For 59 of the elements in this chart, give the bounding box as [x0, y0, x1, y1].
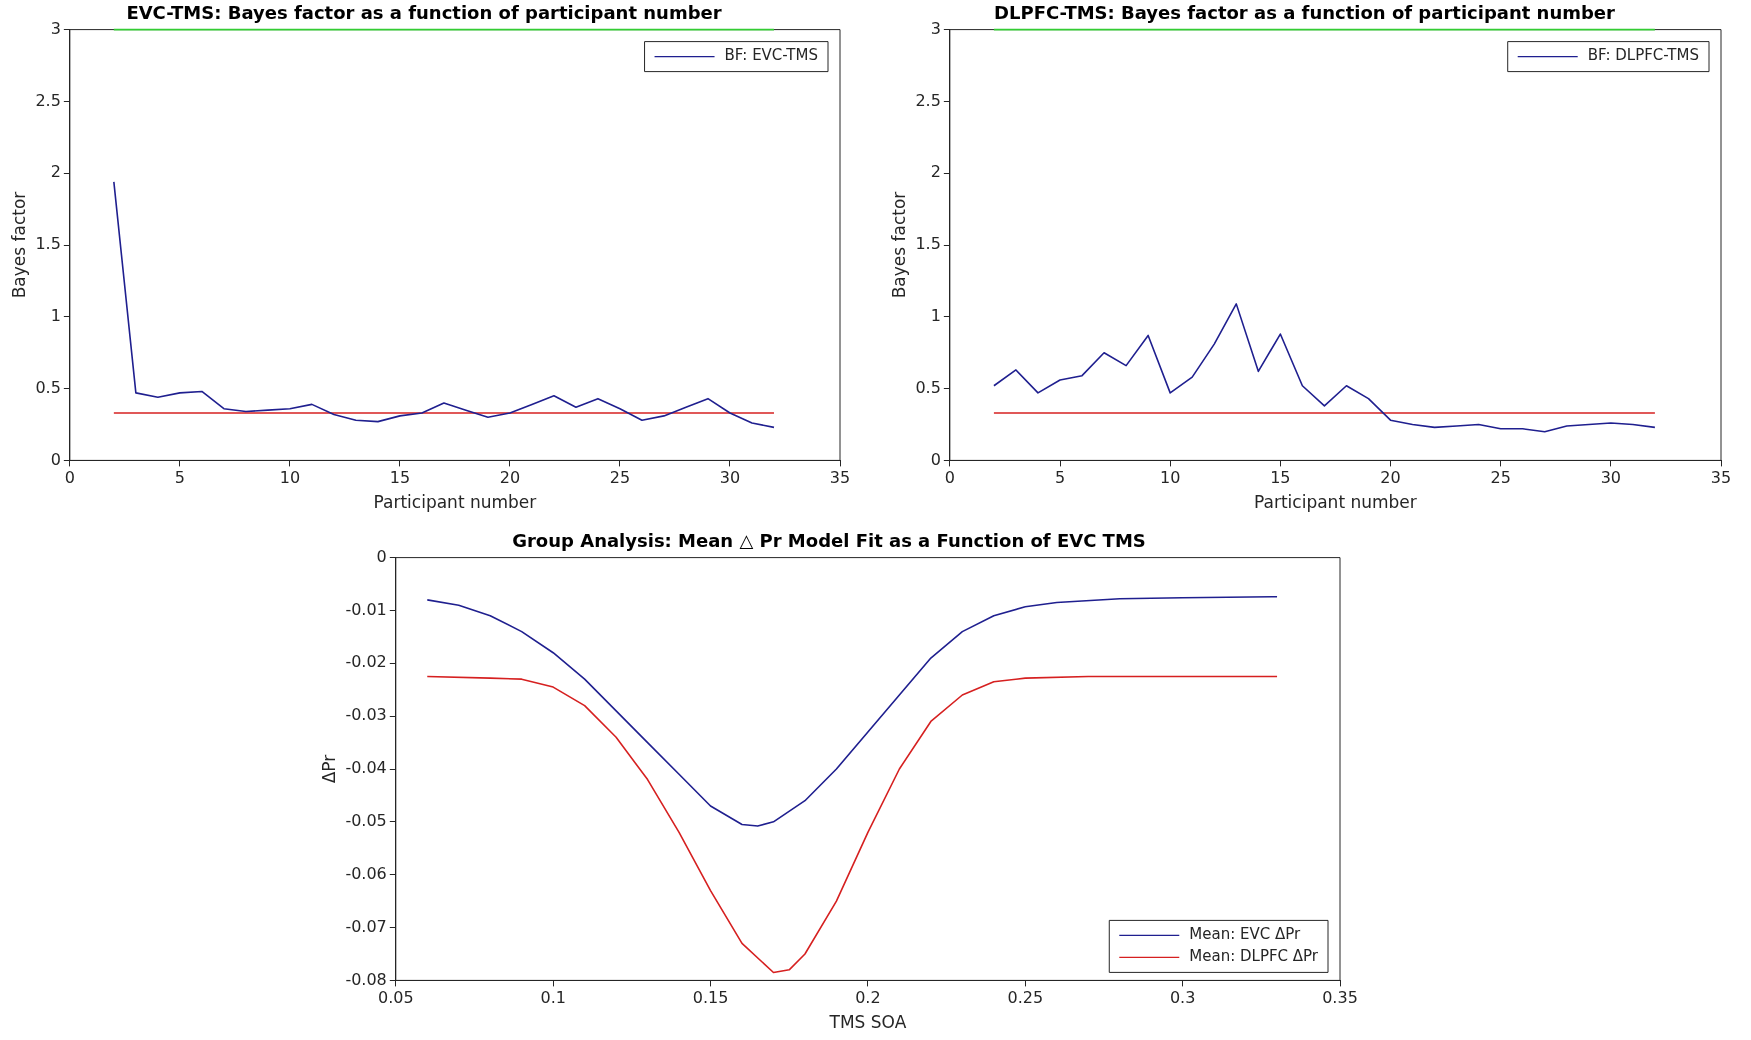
y-tick-label: -0.06 [345, 863, 387, 883]
y-tick-label: 1 [50, 305, 61, 325]
y-tick-label: 3 [930, 18, 941, 38]
x-tick-label: 20 [499, 468, 521, 488]
y-axis-title: Bayes factor [888, 191, 909, 299]
y-tick-label: 0 [376, 546, 387, 566]
x-axis-title: Participant number [1254, 492, 1417, 513]
y-axis-title: ΔPr [318, 754, 339, 784]
y-tick-label: 1.5 [35, 234, 61, 254]
x-tick-label: 0 [944, 468, 955, 488]
y-tick-label: 3 [50, 18, 61, 38]
y-tick-label: 1.5 [915, 234, 941, 254]
y-tick-label: 0 [930, 449, 941, 469]
y-tick-label: 0 [50, 449, 61, 469]
x-tick-label: 0.2 [855, 988, 881, 1008]
legend-label: BF: EVC-TMS [724, 46, 818, 65]
x-tick-label: 0.15 [692, 988, 729, 1008]
x-tick-label: 5 [1054, 468, 1066, 488]
y-tick-label: -0.07 [345, 916, 387, 936]
y-tick-label: -0.05 [345, 811, 387, 831]
x-tick-label: 15 [389, 468, 411, 488]
x-tick-label: 15 [1270, 468, 1291, 488]
x-tick-label: 30 [1600, 468, 1622, 488]
legend-label: BF: DLPFC-TMS [1587, 46, 1700, 65]
chart-title: Group Analysis: Mean △ Pr Model Fit as a Function of EVC TMS [512, 530, 1146, 552]
y-tick-label: 0.5 [915, 377, 941, 397]
x-tick-label: 25 [1490, 468, 1511, 488]
y-tick-label: 2.5 [35, 90, 61, 110]
x-tick-label: 20 [1380, 468, 1401, 488]
y-tick-label: 2 [50, 162, 61, 182]
x-tick-label: 0.35 [1322, 988, 1358, 1008]
x-tick-label: 10 [279, 468, 301, 488]
x-tick-label: 0.3 [1169, 988, 1196, 1008]
legend-label: Mean: DLPFC ΔPr [1189, 947, 1319, 966]
y-tick-label: -0.03 [345, 705, 387, 725]
y-tick-label: -0.02 [345, 652, 387, 672]
legend-label: Mean: EVC ΔPr [1189, 925, 1301, 944]
y-tick-label: -0.04 [345, 758, 387, 778]
x-axis-title: Participant number [373, 492, 537, 513]
y-tick-label: 2.5 [915, 90, 941, 110]
x-tick-label: 35 [829, 468, 851, 488]
y-axis-title: Bayes factor [8, 191, 29, 299]
y-tick-label: 2 [930, 162, 941, 182]
x-tick-label: 35 [1710, 468, 1732, 488]
x-tick-label: 0.25 [1007, 988, 1044, 1008]
x-tick-label: 0.05 [377, 988, 414, 1008]
y-tick-label: 0.5 [35, 377, 61, 397]
y-tick-label: 1 [930, 305, 941, 325]
chart-title: DLPFC-TMS: Bayes factor as a function of participant number [994, 2, 1616, 24]
x-tick-label: 30 [719, 468, 741, 488]
y-tick-label: -0.01 [345, 599, 387, 619]
x-axis-title: TMS SOA [828, 1012, 907, 1033]
x-tick-label: 10 [1160, 468, 1181, 488]
x-tick-label: 5 [174, 468, 185, 488]
chart-title: EVC-TMS: Bayes factor as a function of participant number [126, 2, 722, 24]
y-tick-label: -0.08 [345, 969, 387, 989]
x-tick-label: 25 [609, 468, 631, 488]
x-tick-label: 0 [64, 468, 75, 488]
x-tick-label: 0.1 [540, 988, 566, 1008]
